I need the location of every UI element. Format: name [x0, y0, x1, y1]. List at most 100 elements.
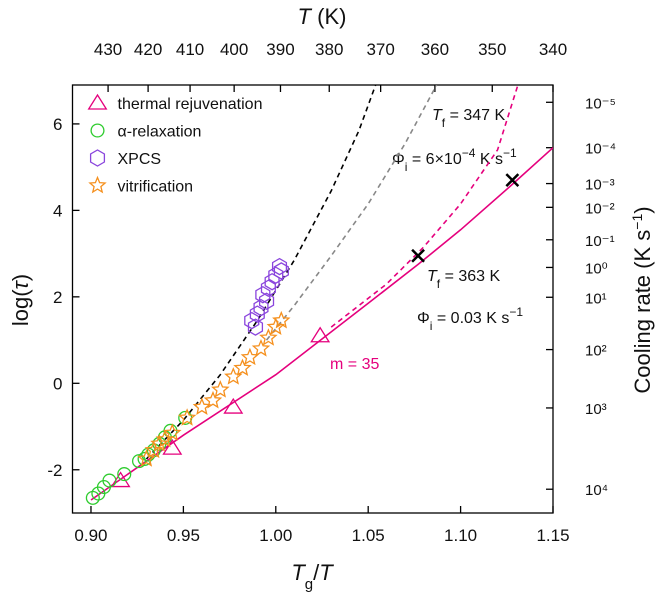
data-point: [117, 467, 132, 482]
annotation-part: = 6×10: [407, 151, 461, 168]
annotation-part: = 0.03 K s: [432, 310, 509, 327]
y2-tick-label: 10³: [585, 401, 607, 418]
data-point: [233, 358, 252, 376]
y2-tick-label: 10⁻¹: [585, 233, 615, 250]
x-tick-label: 1.00: [259, 526, 292, 545]
annotation-part: = 347 K: [445, 107, 505, 124]
data-point: [223, 397, 244, 414]
x-tick-label: 0.95: [167, 526, 200, 545]
data-point: [240, 347, 260, 366]
y-tick-label: 6: [53, 115, 62, 134]
annotation-part: Φ: [392, 151, 405, 168]
data-point: [255, 285, 271, 304]
fit-line: [265, 85, 438, 341]
data-point: [102, 473, 117, 488]
data-point: [211, 380, 230, 398]
legend-marker: [89, 149, 106, 167]
x2-tick-label: 430: [94, 40, 122, 59]
data-point: [177, 408, 197, 426]
y-tick-label: -2: [47, 461, 62, 480]
data-point: [192, 397, 212, 415]
x-title-part: g: [305, 576, 313, 593]
data-point: [203, 390, 223, 409]
annotation-part: T: [427, 268, 438, 285]
y2-tick-label: 10⁴: [585, 482, 608, 499]
x-tick-label: 1.10: [444, 526, 477, 545]
fit-line: [145, 85, 377, 460]
x2-tick-label: 400: [220, 40, 248, 59]
annotation-part: −1: [503, 146, 517, 160]
data-point: [273, 262, 289, 280]
data-point: [258, 292, 275, 310]
y2-title-part: −1: [629, 214, 645, 230]
data-point: [251, 338, 271, 357]
fit-line: [330, 85, 519, 328]
data-point: [253, 298, 269, 317]
fit-line: [90, 147, 553, 501]
x2-tick-label: 340: [539, 40, 567, 59]
y2-tick-label: 10⁰: [585, 260, 608, 277]
data-point: [244, 311, 260, 330]
x-axis-title: Tg/T: [291, 560, 334, 593]
legend-label: thermal rejuvenation: [118, 96, 263, 113]
y-axis-title: log(τ): [8, 274, 33, 326]
x2-tick-label: 410: [176, 40, 204, 59]
annotation-part: K s: [475, 151, 503, 168]
y-title-part: ): [8, 274, 33, 281]
data-point: [272, 310, 291, 329]
data-point: [260, 279, 276, 297]
y-tick-label: 0: [53, 374, 62, 393]
y-tick-label: 2: [53, 288, 62, 307]
data-point: [247, 318, 264, 336]
x2-tick-label: 360: [421, 40, 449, 59]
annotation-part: m = 35: [330, 356, 379, 373]
annotation-part: f: [437, 277, 441, 291]
x2-tick-label: 420: [134, 40, 162, 59]
plot-frame: [71, 84, 554, 514]
x-title-part: /: [313, 560, 320, 585]
annotation-part: −4: [462, 146, 476, 160]
data-point: [162, 438, 183, 455]
y2-tick-label: 10²: [585, 343, 607, 360]
y2-title-part: ): [630, 206, 655, 213]
annotation: Φi = 6×10−4 K s−1: [392, 146, 517, 174]
legend-marker: [87, 93, 108, 110]
legend-label: XPCS: [118, 151, 162, 168]
y2-tick-label: 10⁻³: [585, 177, 615, 194]
x2-axis-title: T (K): [298, 4, 347, 29]
y-tick-label: 4: [53, 201, 62, 220]
annotation-part: i: [405, 160, 408, 174]
y2-tick-label: 10⁻⁴: [585, 141, 616, 158]
x-title-part: T: [291, 560, 306, 585]
x2-tick-label: 370: [366, 40, 394, 59]
data-point: [249, 305, 265, 323]
y2-axis-title: Cooling rate (K s−1): [629, 206, 655, 393]
x-tick-label: 0.90: [74, 526, 107, 545]
annotation-part: f: [442, 116, 446, 130]
data-point: [150, 434, 169, 452]
y2-tick-label: 10¹: [585, 290, 607, 307]
data-point: [271, 257, 288, 276]
data-point: [310, 326, 331, 343]
legend-marker: [90, 123, 105, 138]
y-title-part: log(: [8, 289, 33, 326]
annotation-part: T: [432, 107, 443, 124]
x2-tick-label: 350: [478, 40, 506, 59]
data-point: [268, 266, 284, 284]
x2-tick-label: 380: [315, 40, 343, 59]
y2-title-part: Cooling rate (K s: [630, 230, 655, 394]
annotation-part: Φ: [417, 310, 430, 327]
annotation-part: = 363 K: [440, 268, 500, 285]
data-point: [163, 423, 182, 441]
annotation: Φi = 0.03 K s−1: [417, 305, 523, 333]
annotation-part: −1: [509, 305, 523, 319]
x-title-part: T: [319, 560, 334, 585]
x2-tick-label: 390: [266, 40, 294, 59]
annotation-part: i: [430, 319, 433, 333]
x-tick-label: 1.05: [352, 526, 385, 545]
y-title-part: τ: [8, 279, 33, 289]
x-tick-label: 1.15: [536, 526, 569, 545]
x2-title-part: T: [298, 4, 313, 29]
legend-label: vitrification: [118, 179, 194, 196]
